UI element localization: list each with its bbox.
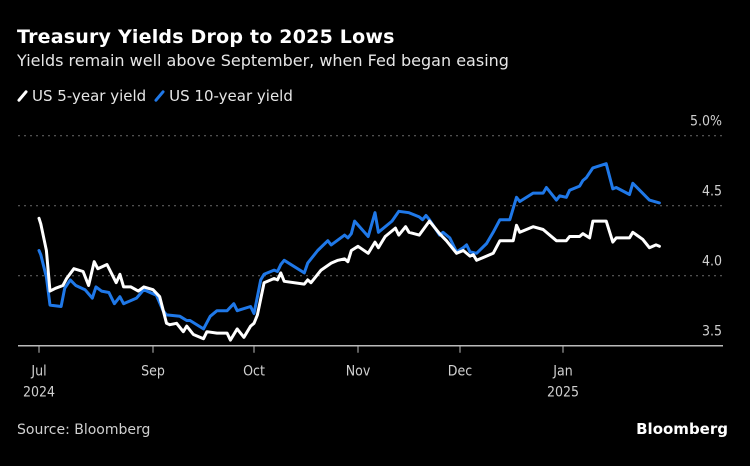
x-tick-year-label: 2024 [23, 385, 55, 401]
y-tick-label: 3.5 [702, 324, 722, 340]
chart-subtitle: Yields remain well above September, when… [17, 51, 509, 70]
x-tick-label: Oct [243, 364, 265, 380]
x-tick-label: Jul [30, 364, 46, 380]
y-tick-label: 5.0% [690, 114, 722, 130]
legend-item-10-year: US 10-year yield [154, 87, 293, 105]
bloomberg-logo: Bloomberg [636, 420, 728, 438]
source-note: Source: Bloomberg [17, 422, 151, 438]
y-tick-label: 4.0 [702, 254, 722, 270]
x-tick-label: Jan [552, 364, 572, 380]
x-tick-year-label: 2025 [547, 385, 579, 401]
x-tick-label: Nov [346, 364, 371, 380]
legend-label-10-year: US 10-year yield [169, 87, 293, 105]
chart-title: Treasury Yields Drop to 2025 Lows [17, 26, 395, 48]
x-tick-label: Dec [448, 364, 472, 380]
legend-item-5-year: US 5-year yield [16, 87, 147, 105]
legend-label-5-year: US 5-year yield [32, 87, 147, 105]
legend: US 5-year yield US 10-year yield [16, 87, 301, 105]
y-tick-label: 4.5 [702, 184, 722, 200]
series-line-5-year [37, 216, 661, 342]
x-tick-label: Sep [141, 364, 165, 380]
series-line-10-year [37, 162, 661, 331]
